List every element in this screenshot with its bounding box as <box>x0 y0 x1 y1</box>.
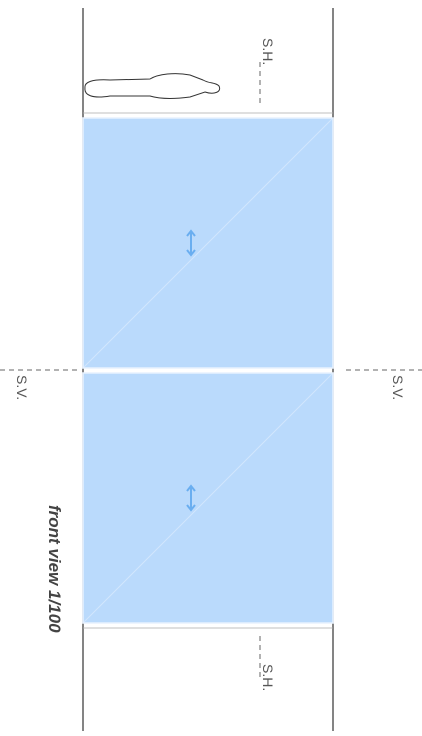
slide-arrow <box>186 484 196 512</box>
caption: front view 1/100 <box>45 505 64 633</box>
section-label: S.H. <box>260 38 276 65</box>
human-figure <box>84 73 221 99</box>
section-label: S.V. <box>14 375 30 400</box>
section-label: S.H. <box>260 664 276 691</box>
panel-diagonal <box>83 118 333 368</box>
section-label: S.V. <box>390 375 406 400</box>
slide-arrow <box>186 229 196 257</box>
panel-diagonal <box>83 373 333 623</box>
